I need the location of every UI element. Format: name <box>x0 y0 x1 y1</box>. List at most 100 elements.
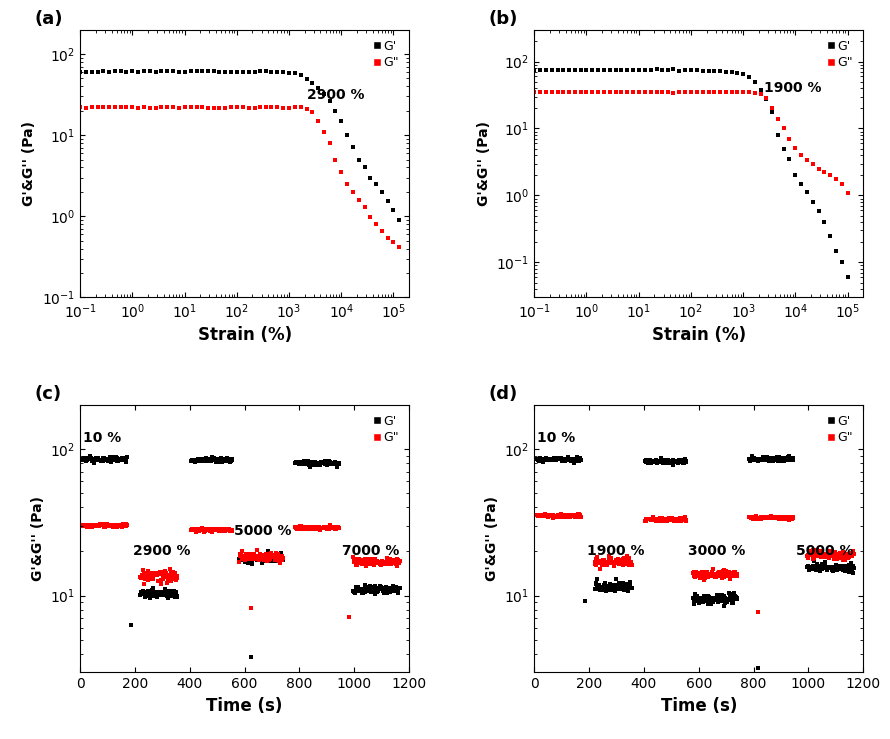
Point <box>724 590 738 602</box>
Point <box>746 513 760 525</box>
Point <box>385 582 400 594</box>
Point <box>558 454 572 466</box>
Point <box>664 513 678 525</box>
Point <box>702 568 716 580</box>
Point <box>356 554 370 565</box>
Point <box>381 582 395 594</box>
Point <box>590 573 604 585</box>
Point <box>764 511 778 522</box>
Point <box>568 511 582 523</box>
Point <box>157 565 171 577</box>
Point <box>225 453 239 465</box>
Point <box>327 522 341 534</box>
Point <box>603 555 617 567</box>
Point <box>140 588 154 600</box>
Point <box>843 562 857 574</box>
Point <box>77 519 92 531</box>
Point <box>115 522 129 534</box>
Point <box>366 583 380 595</box>
Point <box>110 455 125 467</box>
Point <box>773 454 787 466</box>
Point <box>817 561 831 573</box>
Point <box>666 459 680 471</box>
Point <box>637 64 651 76</box>
Point <box>699 568 713 579</box>
Point <box>676 513 691 525</box>
Point <box>540 511 554 522</box>
Point <box>595 556 610 568</box>
Point <box>667 515 681 527</box>
Point <box>255 550 270 562</box>
Point <box>546 509 560 521</box>
Point <box>643 456 658 468</box>
Point <box>692 572 707 584</box>
Point <box>655 457 669 469</box>
Point <box>591 556 605 568</box>
Point <box>112 453 126 465</box>
Point <box>609 64 623 76</box>
Point <box>730 67 744 79</box>
Point <box>371 585 385 597</box>
Point <box>234 554 248 565</box>
Point <box>692 571 706 582</box>
Point <box>289 522 303 534</box>
Point <box>143 590 158 602</box>
Point <box>117 453 132 465</box>
Point <box>86 454 101 466</box>
Point <box>262 554 276 566</box>
Point <box>552 453 566 465</box>
Point <box>365 582 379 594</box>
Point <box>186 524 200 536</box>
Point <box>322 137 336 149</box>
Point <box>163 588 177 600</box>
Point <box>557 511 571 522</box>
Point <box>100 453 114 465</box>
Point <box>758 511 773 523</box>
Point <box>842 548 856 559</box>
Point <box>271 551 286 562</box>
Point <box>723 594 737 606</box>
Point <box>684 86 698 98</box>
Point <box>117 519 131 531</box>
Point <box>696 571 710 583</box>
Point <box>202 525 216 537</box>
Point <box>368 585 383 597</box>
Text: 3000 %: 3000 % <box>688 544 745 558</box>
Point <box>219 524 233 536</box>
Point <box>562 454 576 466</box>
Point <box>390 583 404 595</box>
Point <box>92 454 106 466</box>
Point <box>829 245 843 257</box>
Point <box>369 584 384 596</box>
Point <box>766 454 781 466</box>
Point <box>786 512 800 524</box>
Point <box>146 582 160 594</box>
Point <box>206 524 221 536</box>
Point <box>659 454 674 466</box>
Point <box>390 582 404 594</box>
Point <box>183 65 198 77</box>
Point <box>223 66 238 78</box>
Point <box>368 557 382 569</box>
Point <box>836 547 850 559</box>
Point <box>661 513 676 525</box>
Point <box>676 457 691 469</box>
Point <box>549 510 563 522</box>
Point <box>91 101 105 113</box>
Point <box>376 555 390 567</box>
Point <box>547 511 562 523</box>
Point <box>349 556 363 568</box>
Point <box>535 509 549 521</box>
Point <box>621 553 635 565</box>
Point <box>719 595 733 607</box>
Point <box>353 583 368 595</box>
Point <box>828 552 842 564</box>
Point <box>611 577 626 589</box>
Point <box>291 521 305 533</box>
Point <box>660 64 675 76</box>
Point <box>266 552 280 564</box>
Point <box>239 554 253 565</box>
Point <box>719 593 733 605</box>
Point <box>245 554 259 566</box>
Point <box>166 566 180 578</box>
